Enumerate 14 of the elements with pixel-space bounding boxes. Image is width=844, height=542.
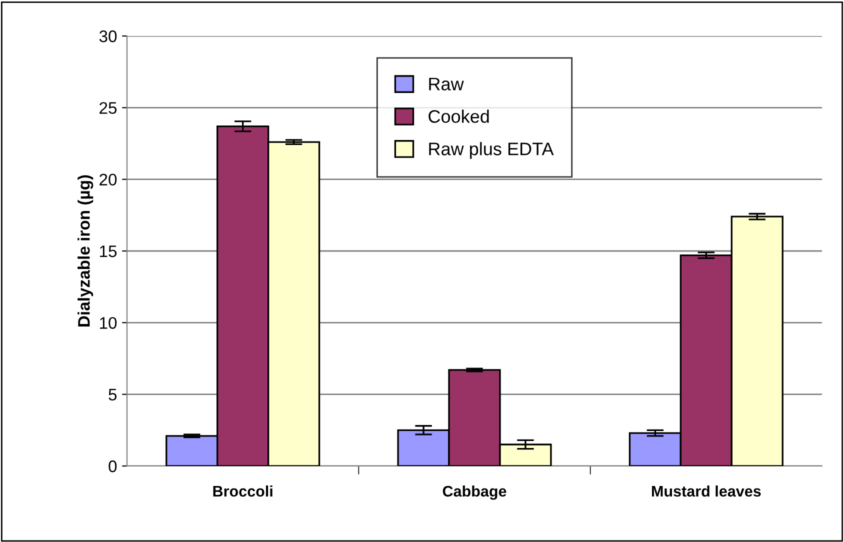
x-tick-label: Mustard leaves [652, 485, 761, 497]
x-tick-label: Broccoli [213, 485, 272, 497]
legend-label: Cooked [428, 110, 489, 123]
x-tick-label: Cabbage [442, 485, 506, 500]
y-tick-label: 15 [100, 246, 117, 258]
y-tick-label: 20 [100, 174, 117, 186]
y-axis-title: Dialyzable iron (µg) [78, 175, 94, 326]
y-tick-label: 10 [100, 317, 117, 329]
legend-label: Raw plus EDTA [429, 142, 554, 159]
y-tick-label: 30 [99, 30, 117, 42]
legend-label: Raw [429, 78, 464, 90]
y-tick-label: 0 [108, 460, 117, 472]
y-tick-label: 5 [108, 388, 117, 401]
y-tick-label: 25 [100, 102, 117, 114]
